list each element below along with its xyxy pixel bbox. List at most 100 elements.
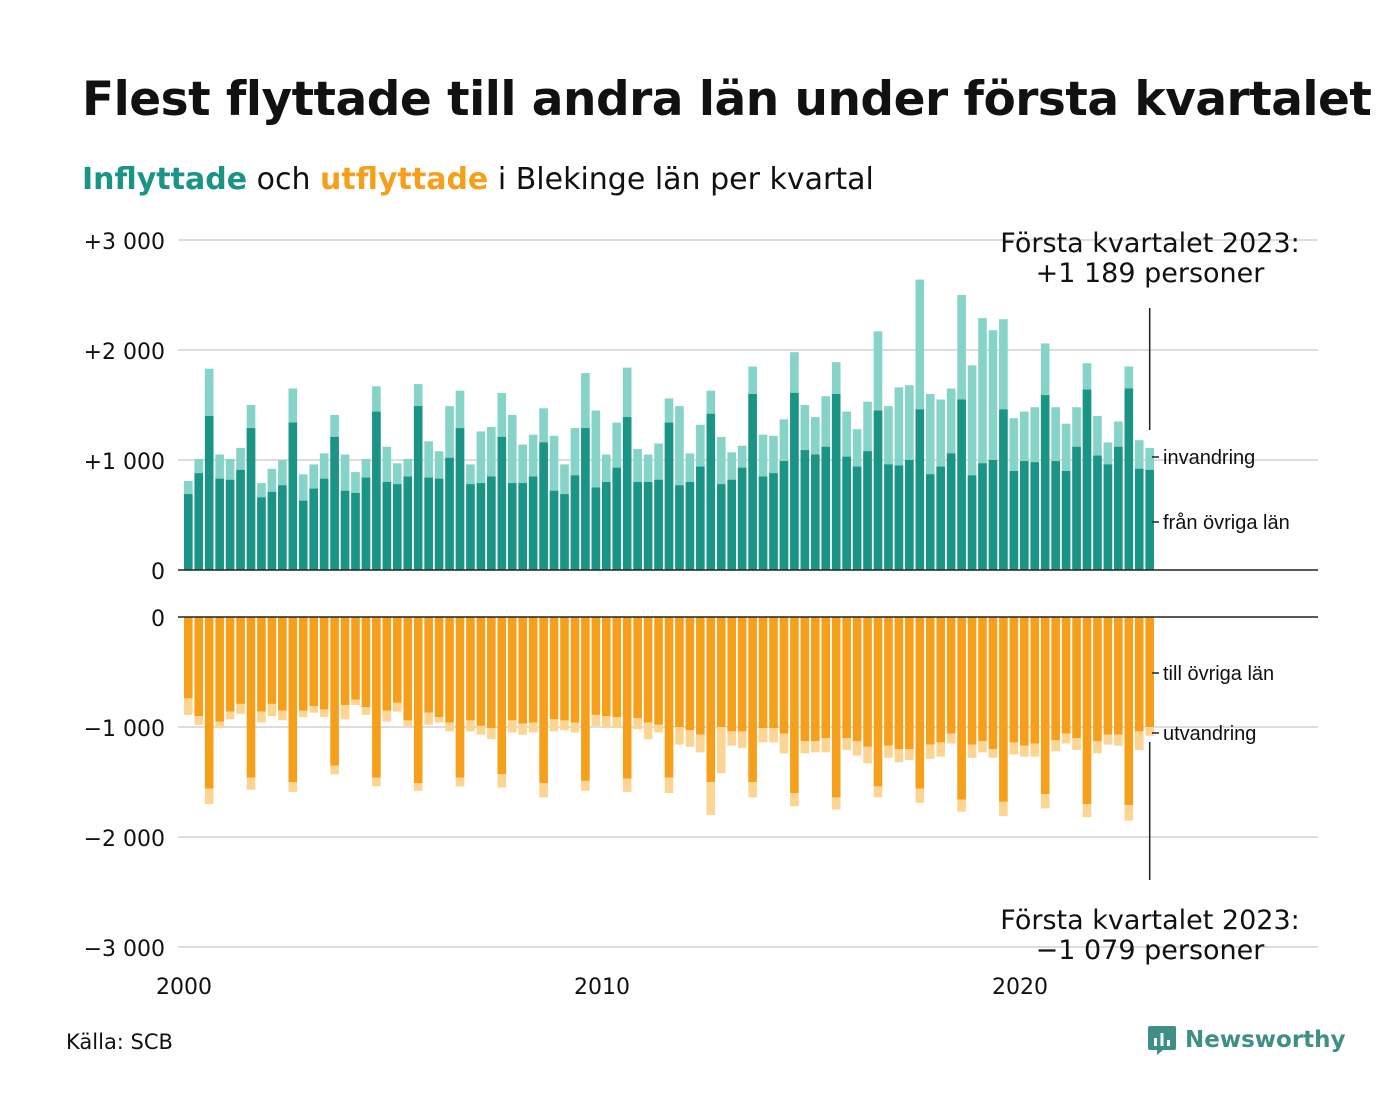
utvandring-bar <box>790 793 799 807</box>
fran-ovriga-lan-bar <box>267 491 277 570</box>
fran-ovriga-lan-bar <box>1051 461 1060 570</box>
till-ovriga-lan-bar <box>246 617 256 778</box>
till-ovriga-lan-bar <box>884 617 893 746</box>
till-ovriga-lan-bar <box>267 617 277 704</box>
utvandring-bar <box>800 741 810 754</box>
till-ovriga-lan-bar <box>361 617 371 708</box>
till-ovriga-lan-bar <box>842 617 851 738</box>
utvandring-bar <box>925 744 935 759</box>
till-ovriga-lan-bar <box>1124 617 1134 806</box>
fran-ovriga-lan-bar <box>811 454 820 570</box>
till-ovriga-lan-bar <box>424 617 433 713</box>
fran-ovriga-lan-bar <box>1030 462 1040 570</box>
till-ovriga-lan-bar <box>236 617 245 704</box>
till-ovriga-lan-bar <box>1051 617 1060 741</box>
fran-ovriga-lan-bar <box>424 477 433 570</box>
fran-ovriga-lan-bar <box>1072 446 1081 570</box>
till-ovriga-lan-bar <box>278 617 287 711</box>
chart-title: Flest flyttade till andra län under förs… <box>82 72 1372 127</box>
till-ovriga-lan-bar <box>852 617 862 742</box>
till-ovriga-lan-bar <box>298 617 308 711</box>
fran-ovriga-lan-bar <box>309 488 318 570</box>
fran-ovriga-lan-bar <box>497 436 507 570</box>
fran-ovriga-lan-bar <box>1020 461 1029 570</box>
fran-ovriga-lan-bar <box>382 482 392 570</box>
utvandring-bar <box>319 709 329 718</box>
fran-ovriga-lan-bar <box>790 392 799 570</box>
fran-ovriga-lan-bar <box>413 406 423 570</box>
fran-ovriga-lan-bar <box>184 494 193 570</box>
till-ovriga-lan-bar <box>455 617 465 778</box>
fran-ovriga-lan-bar <box>1114 446 1123 570</box>
till-ovriga-lan-bar <box>1020 617 1029 746</box>
till-ovriga-lan-bar <box>403 617 413 721</box>
fran-ovriga-lan-bar <box>602 482 611 570</box>
till-ovriga-lan-bar <box>873 617 883 787</box>
bottom-y-tick-label: −1 000 <box>84 717 165 742</box>
till-ovriga-lan-bar <box>382 617 392 711</box>
utvandring-bar <box>1134 731 1144 751</box>
utvandring-bar <box>246 777 256 790</box>
till-ovriga-lan-bar <box>1009 617 1019 743</box>
till-ovriga-lan-bar <box>905 617 914 749</box>
utvandring-bar <box>466 720 475 732</box>
fran-ovriga-lan-bar <box>1124 388 1134 570</box>
fran-ovriga-lan-bar <box>748 394 757 570</box>
till-ovriga-lan-bar <box>309 617 318 707</box>
utvandring-bar <box>831 797 841 810</box>
utvandring-bar <box>1082 804 1092 818</box>
fran-ovriga-lan-bar <box>915 409 925 570</box>
fran-ovriga-lan-bar <box>852 466 862 570</box>
utvandring-bar <box>1030 743 1040 757</box>
utvandring-bar <box>967 744 977 758</box>
till-ovriga-lan-bar <box>570 617 580 723</box>
till-ovriga-lan-bar <box>622 617 632 779</box>
till-ovriga-lan-bar <box>925 617 935 745</box>
fran-ovriga-lan-bar <box>319 478 329 570</box>
fran-ovriga-lan-bar <box>340 490 350 570</box>
fran-ovriga-lan-bar <box>278 485 287 570</box>
utvandring-bar <box>884 745 893 758</box>
till-ovriga-lan-bar <box>988 617 998 749</box>
fran-ovriga-lan-bar <box>779 461 789 570</box>
utvandring-bar <box>518 723 527 735</box>
till-ovriga-lan-bar <box>549 617 559 720</box>
bottom-annotation-line1: Första kvartalet 2023: <box>1000 905 1299 936</box>
source-note: Källa: SCB <box>66 1030 173 1054</box>
till-ovriga-lan-bar <box>748 617 757 782</box>
fran-ovriga-lan-bar <box>643 482 653 570</box>
till-ovriga-lan-bar <box>967 617 977 745</box>
utvandring-bar <box>654 724 663 733</box>
fran-ovriga-lan-bar <box>716 484 726 570</box>
utvandring-bar <box>204 788 214 804</box>
top-annotation-line1: Första kvartalet 2023: <box>1000 228 1299 259</box>
utvandring-bar <box>570 722 580 733</box>
till-ovriga-lan-bar <box>821 617 831 738</box>
till-ovriga-lan-bar <box>1040 617 1050 795</box>
fran-ovriga-lan-bar <box>800 450 810 570</box>
fran-ovriga-lan-bar <box>894 465 904 570</box>
till-ovriga-lan-bar <box>831 617 841 798</box>
fran-ovriga-lan-bar <box>257 497 266 570</box>
till-ovriga-lan-bar <box>507 617 517 721</box>
till-ovriga-lan-bar <box>957 617 966 800</box>
utvandring-bar <box>581 780 590 791</box>
fran-ovriga-lan-bar <box>351 493 360 570</box>
till-ovriga-lan-bar <box>487 617 496 729</box>
till-ovriga-lan-bar <box>1061 617 1071 734</box>
utvandring-bar <box>1145 727 1154 736</box>
till-ovriga-lan-bar <box>372 617 381 778</box>
fran-ovriga-lan-bar <box>487 476 496 570</box>
utvandring-bar <box>643 722 653 740</box>
fran-ovriga-lan-bar <box>873 410 883 570</box>
utvandring-bar <box>852 741 862 756</box>
invandring-bar <box>978 318 987 570</box>
utvandring-bar <box>779 733 789 754</box>
utvandring-bar <box>1114 734 1123 746</box>
utvandring-bar <box>591 714 601 726</box>
utvandring-bar <box>737 731 747 748</box>
utvandring-bar <box>393 702 402 712</box>
fran-ovriga-lan-bar <box>863 451 872 570</box>
fran-ovriga-lan-bar <box>215 478 224 570</box>
utvandring-bar <box>821 738 831 753</box>
